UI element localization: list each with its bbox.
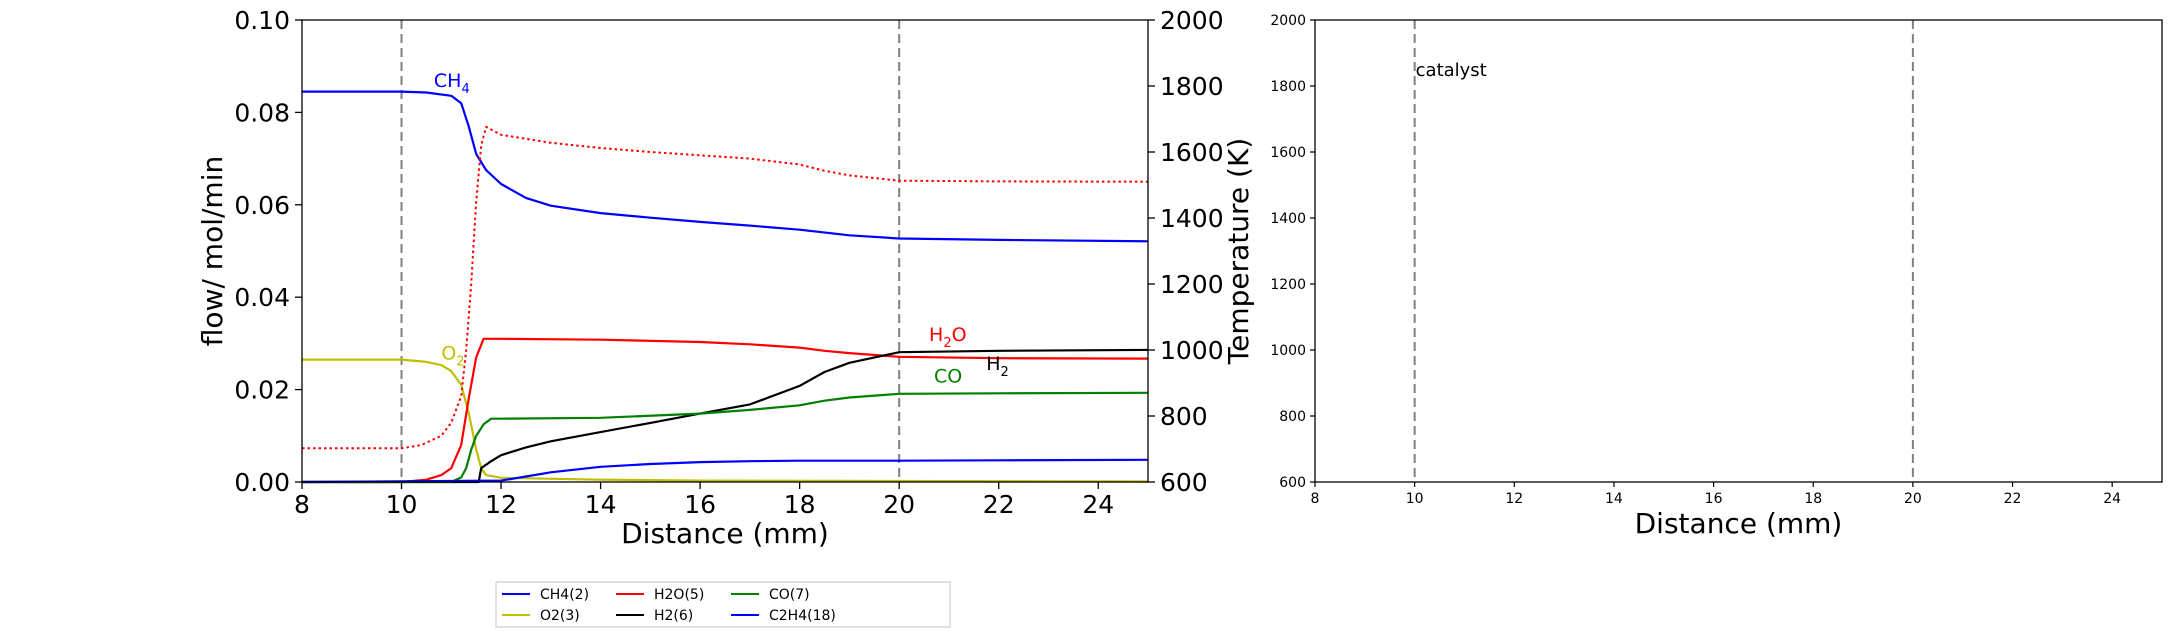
right-y-tick-label: 1000 — [1160, 336, 1224, 365]
left-x-tick-label: 20 — [883, 490, 915, 519]
right-y-tick-label: 2000 — [1160, 6, 1224, 35]
species-annotation-h2: H2 — [986, 353, 1009, 380]
left-x-tick-label: 8 — [294, 490, 310, 519]
catalyst-annotation: catalyst — [1416, 60, 1487, 81]
right-chart-y-tick-label: 1400 — [1270, 211, 1306, 227]
right-x-tick-label: 22 — [2004, 491, 2022, 507]
right-y-tick-label: 1200 — [1160, 270, 1224, 299]
legend-label-co-7: CO(7) — [769, 587, 810, 603]
right-chart-catalyst-temperature: 8 10 12 14 16 18 20 22 24 600 800 1000 1200 1400 1600 1… — [1270, 13, 2163, 540]
series-line-h2o-5 — [302, 337, 1149, 484]
right-x-tick-label: 14 — [1605, 491, 1623, 507]
right-chart-y-tick-label: 1000 — [1270, 343, 1306, 359]
right-x-tick-label: 8 — [1311, 491, 1320, 507]
left-y-tick-label: 0.04 — [234, 283, 290, 312]
right-x-tick-label: 24 — [2103, 491, 2121, 507]
right-chart-y-tick-label: 1200 — [1270, 277, 1306, 293]
left-x-tick-label: 14 — [585, 490, 617, 519]
left-x-tick-label: 10 — [386, 490, 418, 519]
right-x-tick-label: 20 — [1904, 491, 1922, 507]
species-annotation-o2: O2 — [441, 343, 464, 370]
legend-label-o2-3: O2(3) — [540, 608, 580, 624]
right-chart-y-tick-label: 600 — [1279, 475, 1306, 491]
left-y-tick-label: 0.08 — [234, 98, 290, 127]
left-x-tick-label: 12 — [485, 490, 517, 519]
species-annotation-co: CO — [934, 366, 962, 388]
right-x-tick-label: 10 — [1406, 491, 1424, 507]
legend-label-c2h4-18: C2H4(18) — [769, 608, 836, 624]
species-annotation-h2o: H2O — [929, 324, 967, 351]
legend-label-ch4-2: CH4(2) — [540, 587, 589, 603]
right-y-tick-label: 1400 — [1160, 204, 1224, 233]
species-annotation-ch4: CH4 — [434, 70, 470, 97]
right-x-tick-label: 18 — [1804, 491, 1822, 507]
left-y-tick-label: 0.10 — [234, 6, 290, 35]
right-y-tick-label: 1600 — [1160, 138, 1224, 167]
right-chart-y-tick-label: 1600 — [1270, 145, 1306, 161]
right-y-axis-label: Temperature (K) — [1222, 138, 1255, 365]
series-line-o2-3 — [302, 358, 1149, 483]
series-line-co-7 — [302, 391, 1149, 484]
right-plot-frame — [1314, 19, 2163, 483]
left-y-tick-label: 0.00 — [234, 468, 290, 497]
left-plot-frame — [301, 19, 1149, 483]
legend-label-h2-6: H2(6) — [654, 608, 693, 624]
right-chart-y-tick-label: 800 — [1279, 409, 1306, 425]
series-line-c2h4-18 — [301, 458, 1149, 484]
left-x-tick-label: 18 — [784, 490, 816, 519]
right-y-tick-label: 800 — [1160, 402, 1208, 431]
series-line-ch4-2 — [302, 90, 1149, 243]
legend: CH4(2) O2(3) H2O(5) H2(6) CO(7) C2H4(18) — [495, 581, 951, 628]
left-x-tick-label: 24 — [1082, 490, 1114, 519]
right-y-tick-label: 1800 — [1160, 72, 1224, 101]
right-x-axis-label: Distance (mm) — [1635, 507, 1843, 540]
right-chart-y-tick-label: 2000 — [1270, 13, 1306, 29]
legend-box — [495, 581, 951, 628]
legend-label-h2o-5: H2O(5) — [654, 587, 704, 603]
left-x-axis-label: Distance (mm) — [621, 517, 829, 550]
right-chart-y-tick-label: 1800 — [1270, 79, 1306, 95]
left-y-tick-label: 0.02 — [234, 376, 290, 405]
left-x-tick-label: 22 — [983, 490, 1015, 519]
series-line-temperature — [302, 125, 1149, 450]
right-x-tick-label: 16 — [1705, 491, 1723, 507]
series-line-h2-6 — [302, 348, 1149, 484]
left-y-axis-label: flow/ mol/min — [196, 156, 229, 346]
left-chart-species-flow: 8 10 12 14 16 18 20 22 24 0.00 0.02 0.04 0.06 0.08 0.1… — [196, 6, 1255, 550]
right-x-tick-label: 12 — [1505, 491, 1523, 507]
left-x-tick-label: 16 — [684, 490, 716, 519]
right-y-tick-label: 600 — [1160, 468, 1208, 497]
left-y-tick-label: 0.06 — [234, 191, 290, 220]
